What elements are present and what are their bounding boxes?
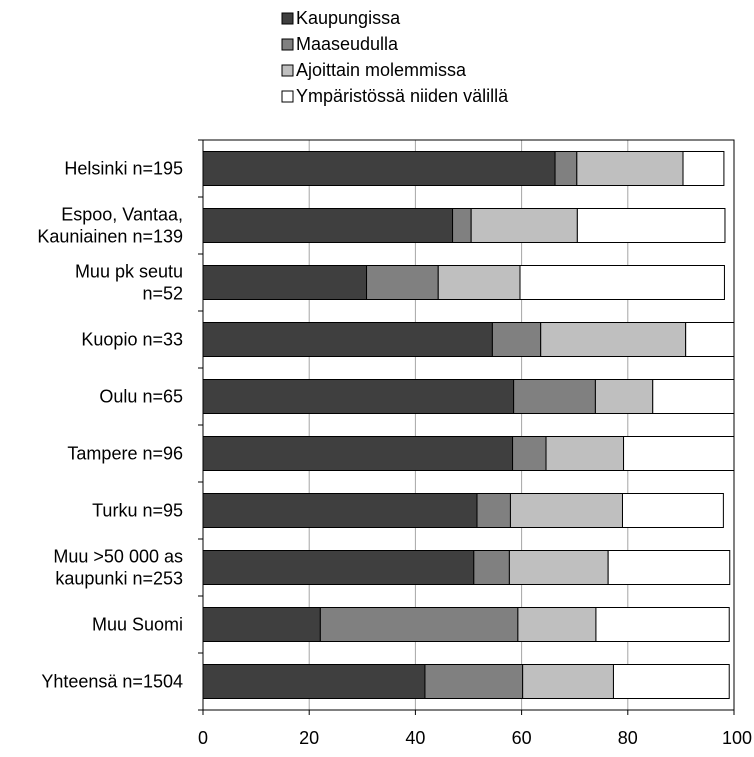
x-tick-label: 40 (405, 728, 425, 748)
category-label: Muu pk seutu (75, 262, 183, 282)
bar-segment (202, 664, 426, 699)
bar-segment (202, 493, 478, 528)
legend-swatch (281, 64, 294, 77)
bar-segment (685, 322, 735, 357)
bar-segment (509, 493, 623, 528)
bar-segment (202, 151, 556, 186)
bar-segment (366, 265, 439, 300)
legend-swatch (281, 90, 294, 103)
bar-segment (473, 550, 510, 585)
bar-segment (621, 493, 724, 528)
bar-segment (540, 322, 687, 357)
category-label: Oulu n=65 (99, 387, 183, 407)
bar-segment (612, 664, 730, 699)
bar-segment (512, 436, 547, 471)
category-label: Espoo, Vantaa, (61, 205, 183, 225)
x-tick-label: 20 (299, 728, 319, 748)
bar-segment (476, 493, 511, 528)
bar-segment (623, 436, 735, 471)
bar-segment (424, 664, 524, 699)
category-label: kaupunki n=253 (55, 569, 183, 589)
bar-segment (470, 208, 578, 243)
bar-segment (202, 436, 514, 471)
legend-label: Maaseudulla (296, 34, 399, 54)
bar-segment (554, 151, 578, 186)
x-tick-label: 0 (198, 728, 208, 748)
bar-segment (202, 550, 475, 585)
bar-segment (202, 265, 368, 300)
category-label: Helsinki n=195 (64, 159, 183, 179)
category-label: Turku n=95 (92, 501, 183, 521)
legend-swatch (281, 38, 294, 51)
bar-segment (522, 664, 614, 699)
bar-segment (202, 379, 515, 414)
bar-segment (437, 265, 521, 300)
bar-segment (519, 265, 725, 300)
bar-segment (319, 607, 519, 642)
bar-segment (594, 379, 654, 414)
category-label: Muu Suomi (92, 615, 183, 635)
legend: Kaupungissa Maaseudulla Ajoittain molemmis… (281, 8, 509, 106)
bar-segment (576, 208, 726, 243)
x-tick-label: 100 (722, 728, 752, 748)
bar-segment (202, 322, 493, 357)
bar-segment (452, 208, 472, 243)
bar-segment (607, 550, 731, 585)
bar-segment (652, 379, 735, 414)
legend-swatch (281, 12, 294, 25)
bar-segment (202, 607, 321, 642)
bar-segment (682, 151, 725, 186)
bar-segment (508, 550, 609, 585)
plot-frame (198, 139, 735, 715)
bar-segment (517, 607, 597, 642)
legend-label: Ympäristössä niiden välillä (296, 86, 509, 106)
category-label: Kauniainen n=139 (37, 227, 183, 247)
category-labels: Helsinki n=195 Espoo, Vantaa,Kauniainen n… (37, 159, 183, 692)
category-label: Muu >50 000 as (53, 547, 183, 567)
bar-segment (491, 322, 542, 357)
bar-segment (202, 208, 454, 243)
bar-segment (513, 379, 596, 414)
bar-segment (545, 436, 625, 471)
x-tick-label: 80 (618, 728, 638, 748)
category-label: Tampere n=96 (67, 444, 183, 464)
x-tick-labels: 0 20 40 60 80 100 (198, 728, 752, 748)
category-label: Kuopio n=33 (81, 330, 183, 350)
bar-segment (595, 607, 730, 642)
bars (202, 151, 735, 699)
legend-label: Kaupungissa (296, 8, 401, 28)
x-tick-label: 60 (512, 728, 532, 748)
category-label: Yhteensä n=1504 (41, 672, 183, 692)
bar-segment (576, 151, 684, 186)
legend-label: Ajoittain molemmissa (296, 60, 467, 80)
category-label: n=52 (142, 284, 183, 304)
